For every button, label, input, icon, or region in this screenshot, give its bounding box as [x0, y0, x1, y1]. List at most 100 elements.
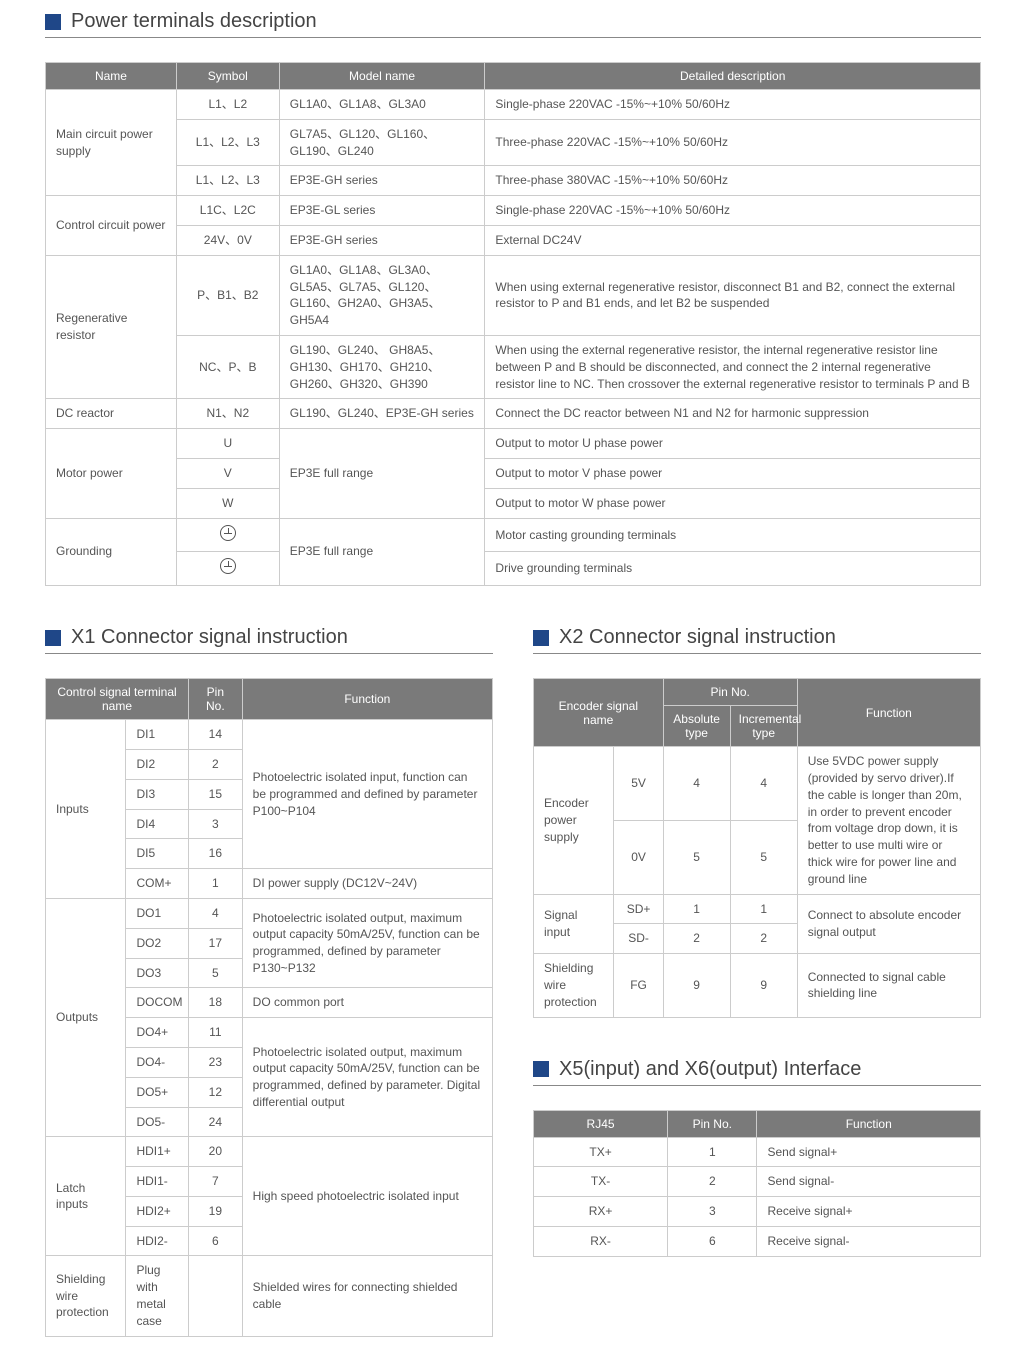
table-cell: Inputs — [46, 720, 126, 899]
table-cell: 16 — [189, 839, 243, 869]
table-cell: Use 5VDC power supply (provided by servo… — [797, 747, 980, 894]
table-cell: HDI1- — [126, 1167, 189, 1197]
table-row: Shielding wire protectionPlug with metal… — [46, 1256, 493, 1336]
table-cell: N1、N2 — [176, 399, 279, 429]
table-cell — [176, 552, 279, 586]
table-cell: EP3E-GH series — [279, 166, 485, 196]
table-cell: Send signal+ — [757, 1137, 981, 1167]
table-cell: HDI2+ — [126, 1196, 189, 1226]
table-cell: HDI2- — [126, 1226, 189, 1256]
table-header: RJ45 — [534, 1110, 668, 1137]
section-marker-icon — [533, 630, 549, 646]
table-cell: 1 — [668, 1137, 757, 1167]
table-cell: W — [176, 488, 279, 518]
table-cell: DI3 — [126, 779, 189, 809]
table-cell: 4 — [189, 898, 243, 928]
table-cell: 23 — [189, 1047, 243, 1077]
table-cell: NC、P、B — [176, 335, 279, 398]
table-cell: Shielding wire protection — [46, 1256, 126, 1336]
power-terminals-table: NameSymbolModel nameDetailed description… — [45, 62, 981, 586]
table-cell: Receive signal- — [757, 1226, 981, 1256]
table-cell: 2 — [189, 749, 243, 779]
table-header: Function — [797, 679, 980, 747]
table-cell: U — [176, 429, 279, 459]
table-cell: EP3E full range — [279, 429, 485, 518]
table-cell: Motor casting grounding terminals — [485, 518, 981, 552]
table-cell: 1 — [730, 894, 797, 924]
table-cell: RX- — [534, 1226, 668, 1256]
earth-ground-icon — [220, 558, 236, 574]
table-cell: 1 — [663, 894, 730, 924]
table-cell: 2 — [668, 1167, 757, 1197]
table-cell: 18 — [189, 988, 243, 1018]
table-cell: High speed photoelectric isolated input — [242, 1137, 492, 1256]
table-cell: Receive signal+ — [757, 1197, 981, 1227]
table-cell: 15 — [189, 779, 243, 809]
table-cell: 24 — [189, 1107, 243, 1137]
table-cell: Output to motor W phase power — [485, 488, 981, 518]
table-cell: 14 — [189, 720, 243, 750]
table-cell: L1、L2 — [176, 90, 279, 120]
table-cell: 5 — [730, 820, 797, 894]
table-cell: GL1A0、GL1A8、GL3A0 — [279, 90, 485, 120]
table-cell: Plug with metal case — [126, 1256, 189, 1336]
table-cell: 4 — [663, 747, 730, 821]
x5x6-table: RJ45Pin No.FunctionTX+1Send signal+TX-2S… — [533, 1110, 981, 1257]
section-marker-icon — [45, 14, 61, 30]
table-row: Signal inputSD+11Connect to absolute enc… — [534, 894, 981, 924]
table-header: Pin No. — [189, 679, 243, 720]
table-cell: 2 — [730, 924, 797, 954]
table-cell: L1、L2、L3 — [176, 119, 279, 166]
table-header: Symbol — [176, 63, 279, 90]
table-cell: Photoelectric isolated input, function c… — [242, 720, 492, 869]
table-cell: Drive grounding terminals — [485, 552, 981, 586]
table-cell: Single-phase 220VAC -15%~+10% 50/60Hz — [485, 90, 981, 120]
table-cell: 3 — [668, 1197, 757, 1227]
table-row: Shielding wire protectionFG99Connected t… — [534, 954, 981, 1017]
table-cell: Outputs — [46, 898, 126, 1136]
table-cell: HDI1+ — [126, 1137, 189, 1167]
table-header: Absolute type — [663, 706, 730, 747]
table-row: 24V、0VEP3E-GH seriesExternal DC24V — [46, 225, 981, 255]
table-cell: DO common port — [242, 988, 492, 1018]
table-cell: When using the external regenerative res… — [485, 335, 981, 398]
section-title: X1 Connector signal instruction — [71, 626, 348, 649]
table-row: TX+1Send signal+ — [534, 1137, 981, 1167]
table-cell: P、B1、B2 — [176, 255, 279, 335]
table-cell: Send signal- — [757, 1167, 981, 1197]
table-row: NC、P、BGL190、GL240、 GH8A5、GH130、GH170、GH2… — [46, 335, 981, 398]
table-cell: DI4 — [126, 809, 189, 839]
table-row: Control circuit powerL1C、L2CEP3E-GL seri… — [46, 196, 981, 226]
table-cell: 20 — [189, 1137, 243, 1167]
table-cell: TX- — [534, 1167, 668, 1197]
table-cell: L1C、L2C — [176, 196, 279, 226]
table-cell: DI1 — [126, 720, 189, 750]
table-cell: 6 — [189, 1226, 243, 1256]
section-header-x2: X2 Connector signal instruction — [533, 626, 981, 654]
table-row: L1、L2、L3EP3E-GH seriesThree-phase 380VAC… — [46, 166, 981, 196]
table-row: Motor powerUEP3E full rangeOutput to mot… — [46, 429, 981, 459]
table-row: Drive grounding terminals — [46, 552, 981, 586]
table-cell: DO4+ — [126, 1018, 189, 1048]
table-cell: 0V — [614, 820, 663, 894]
table-cell: 1 — [189, 869, 243, 899]
table-cell: DO2 — [126, 928, 189, 958]
table-cell: Connect the DC reactor between N1 and N2… — [485, 399, 981, 429]
table-cell: Grounding — [46, 518, 177, 586]
table-header: Function — [757, 1110, 981, 1137]
table-row: RX+3Receive signal+ — [534, 1197, 981, 1227]
table-cell: 19 — [189, 1196, 243, 1226]
section-header-power: Power terminals description — [45, 10, 981, 38]
section-marker-icon — [533, 1061, 549, 1077]
table-cell: 9 — [730, 954, 797, 1017]
section-title: Power terminals description — [71, 10, 317, 33]
table-header: Incremental type — [730, 706, 797, 747]
x2-table: Encoder signal namePin No.FunctionAbsolu… — [533, 678, 981, 1017]
table-row: Regenerative resistorP、B1、B2GL1A0、GL1A8、… — [46, 255, 981, 335]
table-cell: Main circuit power supply — [46, 90, 177, 196]
table-cell: DO1 — [126, 898, 189, 928]
x1-table: Control signal terminal namePin No.Funct… — [45, 678, 493, 1337]
table-cell: 5 — [663, 820, 730, 894]
table-cell: GL190、GL240、EP3E-GH series — [279, 399, 485, 429]
table-row: W Output to motor W phase power — [46, 488, 981, 518]
